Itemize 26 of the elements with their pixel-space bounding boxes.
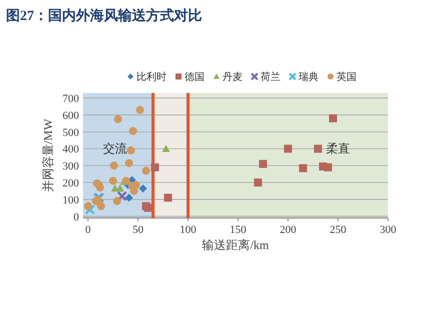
y-axis-title: 并网容量/MW [41,118,55,192]
legend-label: 丹麦 [222,71,242,83]
x-tick-label: 0 [85,224,92,236]
x-tick-label: 50 [132,224,144,236]
y-tick-label: 700 [62,93,80,106]
y-tick-label: 200 [62,178,80,190]
legend-label: 英国 [336,71,356,83]
legend-label: 德国 [184,72,204,83]
x-tick-label: 150 [230,224,247,236]
x-tick-label: 250 [330,224,347,236]
legend-label: 荷兰 [260,71,280,83]
x-tick-label: 100 [180,224,197,236]
y-tick-label: 0 [74,211,80,224]
y-tick-label: 500 [62,126,80,139]
x-tick-label: 200 [280,224,297,236]
chart-title: 图27：国内外海风输送方式对比 [6,7,202,24]
y-tick-label: 400 [62,144,80,156]
band-label: 柔直 [326,142,350,156]
y-tick-label: 100 [62,194,80,206]
y-tick-label: 300 [62,160,80,173]
x-tick-label: 300 [380,224,397,236]
band-label: 交流 [103,142,127,156]
y-tick-label: 600 [62,110,80,122]
legend-label: 瑞典 [298,71,318,83]
x-axis-title: 输送距离/km [202,238,270,252]
legend-label: 比利时 [136,71,166,83]
